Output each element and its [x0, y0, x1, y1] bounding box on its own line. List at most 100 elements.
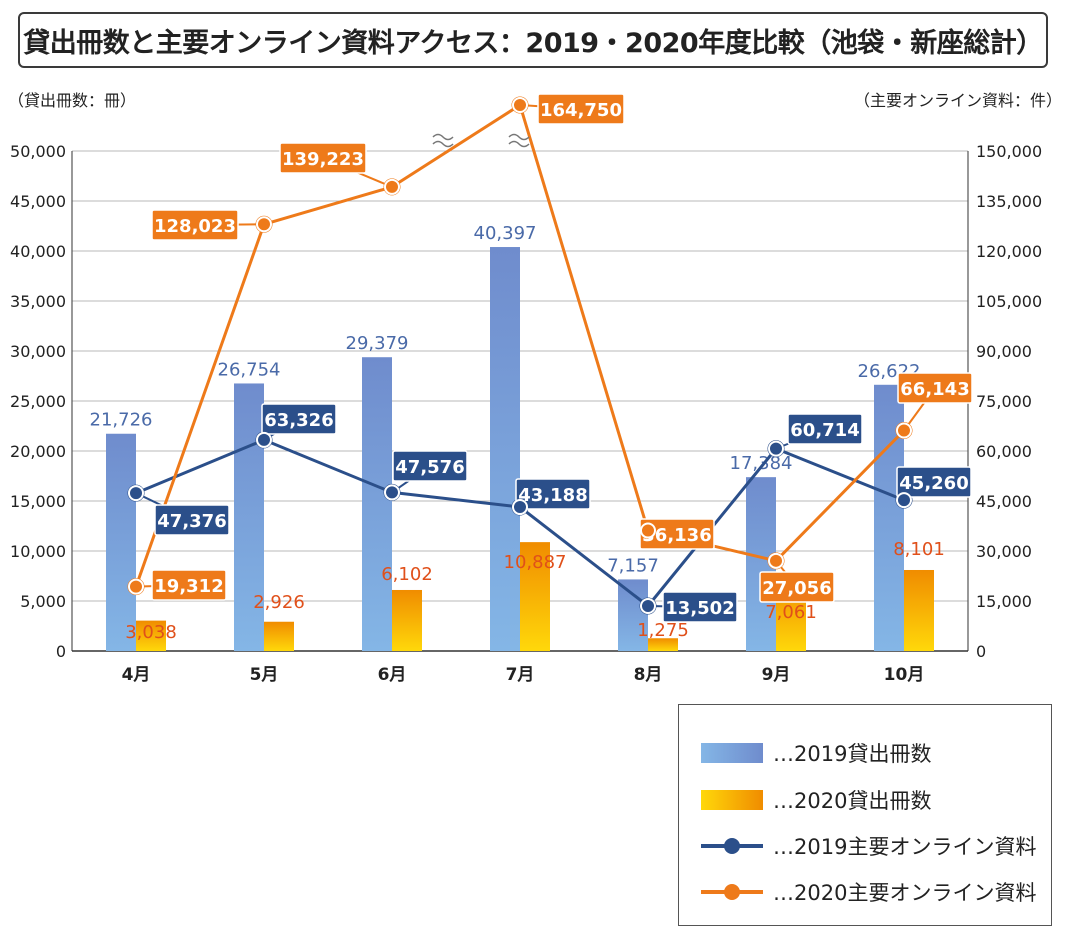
line-2020-label-box	[537, 93, 625, 125]
left-tick-label: 50,000	[10, 142, 66, 161]
bar-2020	[264, 621, 294, 651]
legend-swatch-bar-2019	[701, 743, 763, 763]
bar-2020-label: 8,101	[893, 539, 945, 560]
bar-2020-label: 2,926	[253, 592, 305, 613]
legend-item-line-2020: …2020主要オンライン資料	[701, 877, 1036, 907]
line-2020-label-text: 27,056	[762, 578, 831, 599]
legend-swatch-bar-2020	[701, 790, 763, 810]
bar-2019-label: 7,157	[607, 555, 659, 576]
left-tick-label: 10,000	[10, 542, 66, 561]
line-2020-label-text: 139,223	[282, 149, 364, 170]
line-2019-point	[768, 440, 784, 457]
x-tick-label: 4月	[122, 665, 151, 685]
line-2019-label-text: 60,714	[790, 420, 859, 441]
left-tick-label: 45,000	[10, 192, 66, 211]
line-2019-label-box	[787, 413, 863, 445]
legend-swatch-line-2020	[701, 882, 763, 902]
bar-2019-label: 21,726	[90, 410, 153, 431]
chart-title: 貸出冊数と主要オンライン資料アクセス：2019・2020年度比較（池袋・新座総計…	[23, 27, 1043, 59]
bar-2020-label: 10,887	[504, 552, 567, 573]
line-2019-label-text: 47,376	[157, 511, 226, 532]
legend-item-bar-2020: …2020貸出冊数	[701, 785, 931, 815]
line-2019-label-box	[392, 450, 468, 482]
left-tick-label: 5,000	[20, 592, 66, 611]
bar-2019	[106, 433, 136, 651]
line-2019-label-text: 63,326	[264, 410, 333, 431]
line-2019-point	[256, 431, 272, 448]
line-2019-point	[896, 492, 912, 509]
legend-label-bar-2020: …2020貸出冊数	[773, 789, 932, 813]
line-2019-label-box	[154, 504, 230, 536]
line-2020-point	[512, 97, 528, 113]
legend-item-bar-2019: …2019貸出冊数	[701, 738, 931, 768]
left-tick-label: 25,000	[10, 392, 66, 411]
legend-item-line-2019: …2019主要オンライン資料	[701, 831, 1036, 861]
line-2019-label-box	[896, 466, 972, 498]
x-tick-label: 8月	[634, 665, 663, 685]
bar-2020-label: 1,275	[637, 620, 689, 641]
line-2019-label-text: 45,260	[899, 473, 968, 494]
bar-2020	[904, 569, 934, 651]
axis-break-mark	[432, 140, 454, 148]
x-tick-label: 6月	[378, 665, 407, 685]
line-2020-point	[128, 578, 144, 595]
legend: …2019貸出冊数 …2020貸出冊数 …2019主要オンライン資料 …2020…	[678, 704, 1052, 926]
line-2020-label-box	[151, 209, 239, 241]
right-tick-label: 75,000	[976, 392, 1032, 411]
right-tick-label: 105,000	[976, 292, 1042, 311]
legend-label-bar-2019: …2019貸出冊数	[773, 742, 932, 766]
bar-2019	[234, 383, 264, 651]
right-tick-label: 150,000	[976, 142, 1042, 161]
line-2020-label-box	[759, 571, 835, 603]
bar-2020	[392, 589, 422, 651]
bar-2020	[648, 638, 678, 651]
x-tick-label: 5月	[250, 665, 279, 685]
line-2020-point	[640, 522, 656, 539]
left-tick-label: 20,000	[10, 442, 66, 461]
bar-2019-label: 29,379	[346, 333, 409, 354]
axis-break-mark	[432, 133, 454, 141]
line-2019-label-text: 43,188	[518, 485, 587, 506]
bar-2020-label: 7,061	[765, 602, 817, 623]
right-axis-unit: （主要オンライン資料：件）	[854, 91, 1062, 110]
x-tick-label: 7月	[506, 665, 535, 685]
line-2019-label-box	[261, 403, 337, 435]
bar-2019-label: 26,754	[218, 359, 281, 380]
legend-label-line-2019: …2019主要オンライン資料	[773, 835, 1037, 859]
bar-2019	[618, 579, 648, 651]
line-2019-point	[128, 485, 144, 502]
right-tick-label: 30,000	[976, 542, 1032, 561]
x-tick-label: 9月	[762, 665, 791, 685]
left-axis-unit: （貸出冊数：冊）	[8, 91, 136, 110]
left-tick-label: 15,000	[10, 492, 66, 511]
legend-swatch-line-2019	[701, 836, 763, 856]
line-2020-label-text: 164,750	[540, 100, 622, 121]
axis-break-mark	[508, 140, 530, 148]
right-tick-label: 60,000	[976, 442, 1032, 461]
bar-2020	[520, 542, 550, 651]
bar-2020	[136, 620, 166, 651]
line-2020-point	[384, 178, 400, 195]
right-tick-label: 90,000	[976, 342, 1032, 361]
bar-2020-label: 6,102	[381, 564, 433, 585]
line-2020-point	[896, 422, 912, 439]
line-2020-label-box	[279, 142, 367, 174]
right-tick-label: 15,000	[976, 592, 1032, 611]
line-2019-point	[512, 499, 528, 516]
line-2019-point	[640, 597, 656, 614]
bar-2020-label: 3,038	[125, 622, 177, 643]
left-tick-label: 30,000	[10, 342, 66, 361]
line-2019-point	[384, 484, 400, 501]
line-2020-label-box	[897, 372, 973, 404]
line-2020-label-text: 19,312	[154, 576, 223, 597]
line-2020-label-text: 128,023	[154, 216, 236, 237]
left-tick-label: 0	[56, 642, 66, 661]
line-2019-label-text: 13,502	[665, 598, 734, 619]
line-2020-label-text: 66,143	[900, 379, 969, 400]
bar-2019-label: 40,397	[474, 223, 537, 244]
right-tick-label: 45,000	[976, 492, 1032, 511]
line-2020-point	[256, 216, 272, 233]
line-2020-label-box	[639, 518, 715, 550]
axis-break-mark	[508, 133, 530, 141]
